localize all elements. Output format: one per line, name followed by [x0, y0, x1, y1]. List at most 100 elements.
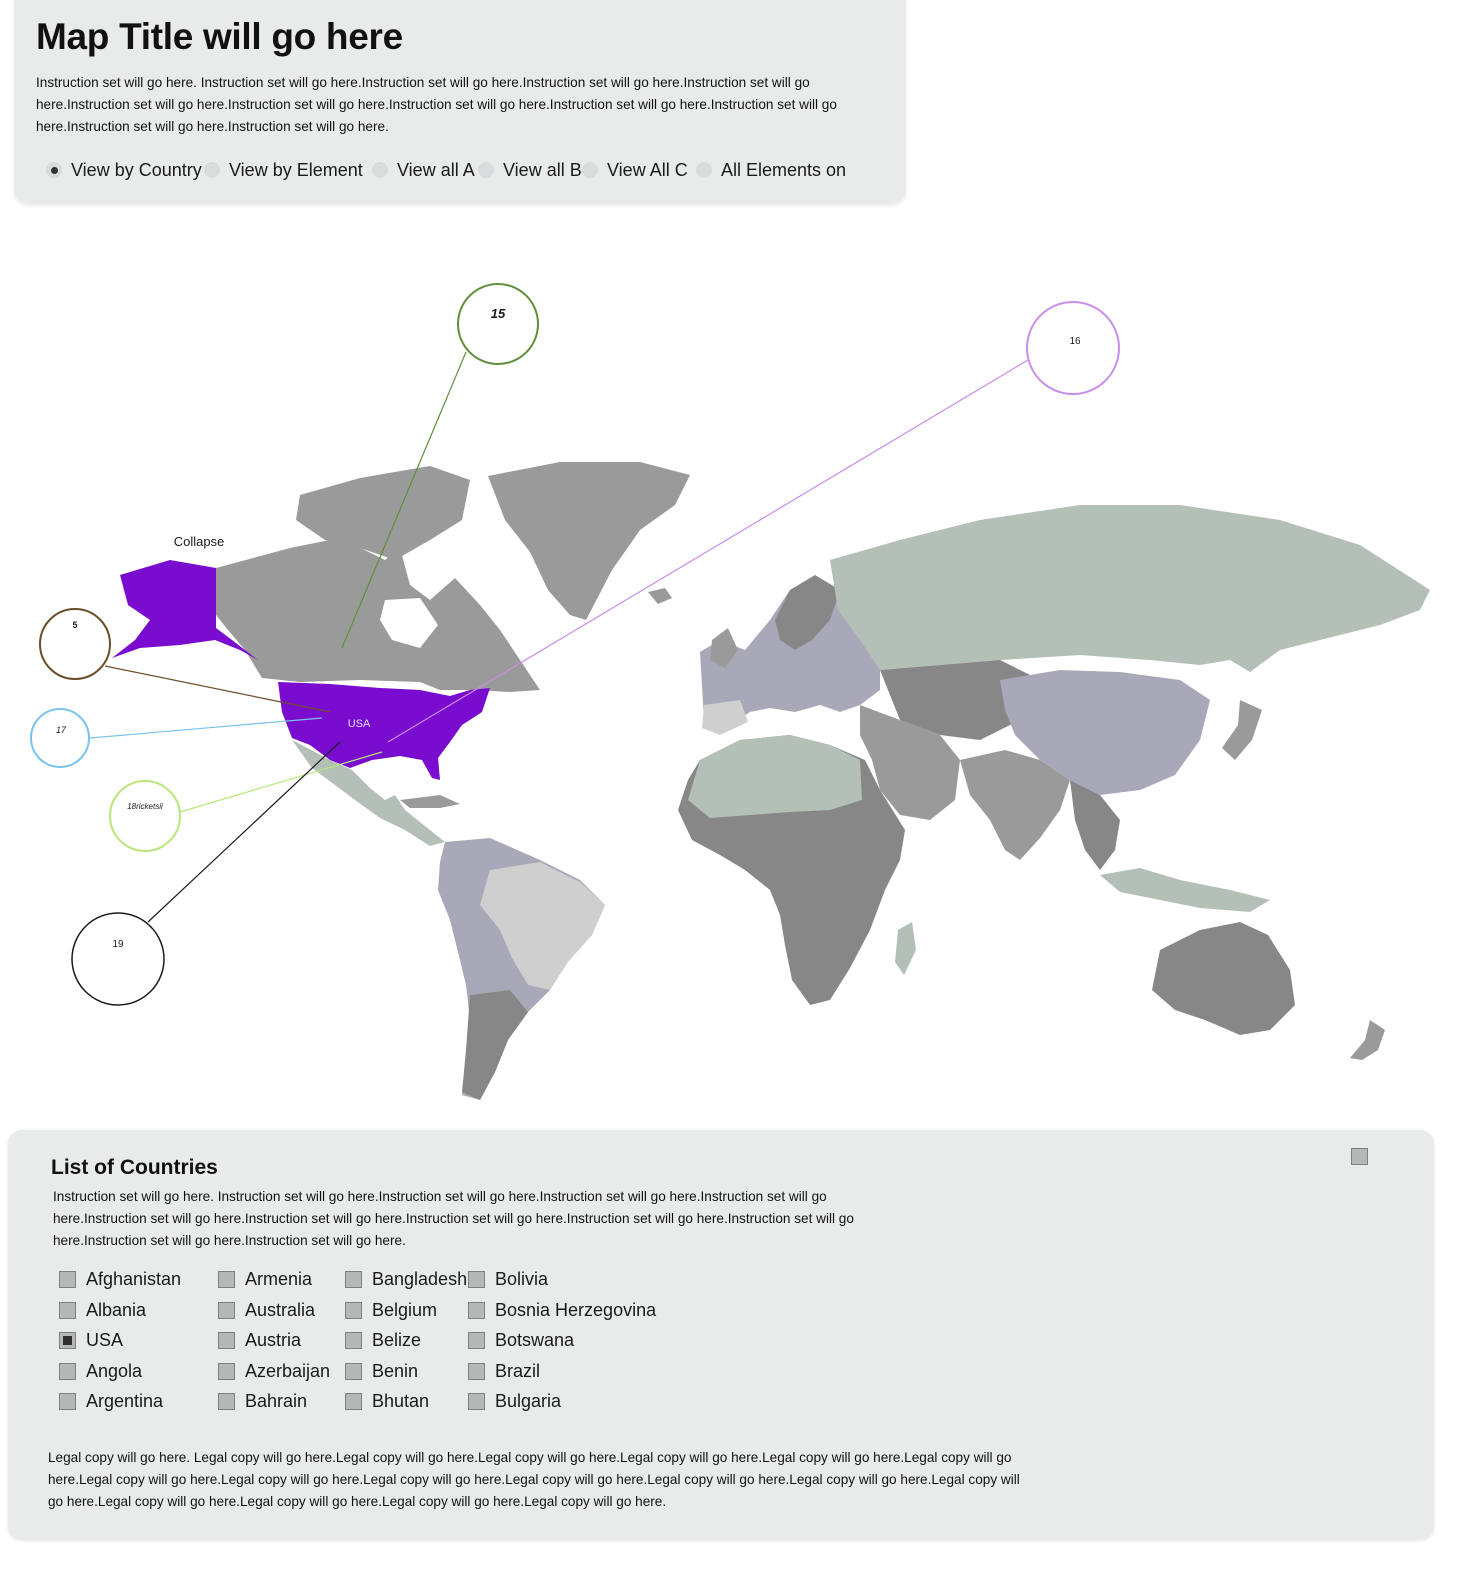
- callout-circle-15[interactable]: [457, 283, 539, 365]
- checkbox-icon: [468, 1362, 485, 1380]
- callout-label-19: 19: [112, 939, 124, 950]
- country-label: Bolivia: [495, 1268, 549, 1289]
- checkbox-icon: [345, 1301, 362, 1319]
- radio-icon: [696, 162, 712, 178]
- country-label: Belgium: [372, 1299, 438, 1320]
- middle-east-shape: [860, 705, 960, 820]
- country-label: Angola: [86, 1360, 143, 1381]
- country-botswana[interactable]: Botswana: [468, 1328, 574, 1352]
- caribbean-shape: [400, 795, 460, 808]
- country-austria[interactable]: Austria: [218, 1328, 301, 1352]
- checkbox-icon: [59, 1362, 76, 1380]
- header-panel: Map Title will go here Instruction set w…: [14, 0, 906, 204]
- panel-toggle-checkbox[interactable]: [1351, 1148, 1368, 1165]
- checkbox-icon: [468, 1331, 485, 1349]
- country-label: Bangladesh: [372, 1268, 468, 1289]
- country-bolivia[interactable]: Bolivia: [468, 1267, 548, 1291]
- callout-label-16: 16: [1069, 336, 1081, 347]
- radio-all-elements-on[interactable]: All Elements on: [696, 156, 846, 184]
- country-argentina[interactable]: Argentina: [59, 1389, 163, 1413]
- callout-line-18: [179, 751, 383, 813]
- country-bosnia-herzegovina[interactable]: Bosnia Herzegovina: [468, 1298, 656, 1322]
- country-belgium[interactable]: Belgium: [345, 1298, 437, 1322]
- checkbox-icon: [345, 1362, 362, 1380]
- arctic-islands-shape: [296, 466, 470, 560]
- country-albania[interactable]: Albania: [59, 1298, 146, 1322]
- usa-shape[interactable]: [278, 682, 490, 780]
- argentina-shape: [462, 990, 528, 1100]
- usa-map-label: USA: [348, 718, 371, 730]
- callout-line-5: [104, 665, 331, 713]
- country-bhutan[interactable]: Bhutan: [345, 1389, 429, 1413]
- callout-layer: 15 16 5 17 18ricketsii 19: [30, 283, 1120, 1006]
- callout-line-17: [89, 717, 323, 739]
- country-label: Austria: [245, 1329, 302, 1350]
- country-australia[interactable]: Australia: [218, 1298, 315, 1322]
- country-label: Botswana: [495, 1329, 575, 1350]
- se-asia-shape: [1070, 780, 1120, 870]
- country-azerbaijan[interactable]: Azerbaijan: [218, 1359, 330, 1383]
- country-bangladesh[interactable]: Bangladesh: [345, 1267, 467, 1291]
- callout-line-15: [341, 351, 467, 649]
- checkbox-icon: [59, 1301, 76, 1319]
- checkbox-checked-icon: [59, 1331, 76, 1349]
- callout-line-16: [387, 359, 1029, 743]
- indonesia-shape: [1100, 868, 1270, 912]
- new-zealand-shape: [1350, 1020, 1385, 1060]
- radio-icon: [478, 162, 494, 178]
- callout-circle-19[interactable]: [71, 912, 165, 1006]
- brazil-shape: [480, 862, 605, 990]
- country-label: Brazil: [495, 1360, 541, 1381]
- radio-label: View all A: [397, 159, 475, 180]
- radio-view-by-element[interactable]: View by Element: [204, 156, 363, 184]
- mexico-shape: [292, 740, 445, 846]
- radio-selected-icon: [46, 162, 62, 178]
- callout-circle-18[interactable]: [109, 780, 181, 852]
- country-label: Argentina: [86, 1390, 164, 1411]
- checkbox-icon: [59, 1270, 76, 1288]
- europe-shape: [700, 578, 880, 728]
- country-label: Benin: [372, 1360, 419, 1381]
- checkbox-icon: [345, 1392, 362, 1410]
- iceland-shape: [648, 588, 672, 604]
- country-angola[interactable]: Angola: [59, 1359, 142, 1383]
- country-label: Australia: [245, 1299, 316, 1320]
- radio-view-all-a[interactable]: View all A: [372, 156, 475, 184]
- country-label: Bosnia Herzegovina: [495, 1299, 657, 1320]
- country-bulgaria[interactable]: Bulgaria: [468, 1389, 561, 1413]
- callout-circle-5[interactable]: [39, 608, 111, 680]
- callout-circle-17[interactable]: [30, 708, 90, 768]
- collapse-link[interactable]: Collapse: [174, 534, 225, 549]
- radio-label: View by Country: [71, 159, 202, 180]
- country-label: Afghanistan: [86, 1268, 182, 1289]
- callout-circle-16[interactable]: [1026, 301, 1120, 395]
- alaska-shape[interactable]: [112, 560, 258, 660]
- country-armenia[interactable]: Armenia: [218, 1267, 312, 1291]
- radio-view-by-country[interactable]: View by Country: [46, 156, 202, 184]
- callout-label-17: 17: [56, 725, 67, 735]
- hudson-bay-shape: [380, 598, 438, 648]
- scandinavia-shape: [775, 575, 840, 650]
- russia-shape: [830, 505, 1430, 672]
- country-benin[interactable]: Benin: [345, 1359, 418, 1383]
- radio-label: View all B: [503, 159, 582, 180]
- china-shape: [1000, 670, 1210, 795]
- radio-view-all-c[interactable]: View All C: [582, 156, 688, 184]
- legal-copy: Legal copy will go here. Legal copy will…: [48, 1450, 1020, 1509]
- country-bahrain[interactable]: Bahrain: [218, 1389, 307, 1413]
- world-map: 15 16 5 17 18ricketsii 19 USA Collapse: [30, 283, 1430, 1100]
- country-brazil[interactable]: Brazil: [468, 1359, 540, 1383]
- checkbox-icon: [59, 1392, 76, 1410]
- list-instructions: Instruction set will go here. Instructio…: [53, 1189, 854, 1248]
- japan-shape: [1222, 700, 1262, 760]
- countries-panel: List of Countries Instruction set will g…: [8, 1130, 1434, 1540]
- checkbox-icon: [218, 1270, 235, 1288]
- india-shape: [960, 750, 1070, 860]
- country-usa[interactable]: USA: [59, 1328, 123, 1352]
- radio-label: All Elements on: [721, 159, 847, 180]
- country-belize[interactable]: Belize: [345, 1328, 421, 1352]
- country-label: Belize: [372, 1329, 422, 1350]
- checkbox-icon: [218, 1301, 235, 1319]
- radio-view-all-b[interactable]: View all B: [478, 156, 582, 184]
- country-afghanistan[interactable]: Afghanistan: [59, 1267, 181, 1291]
